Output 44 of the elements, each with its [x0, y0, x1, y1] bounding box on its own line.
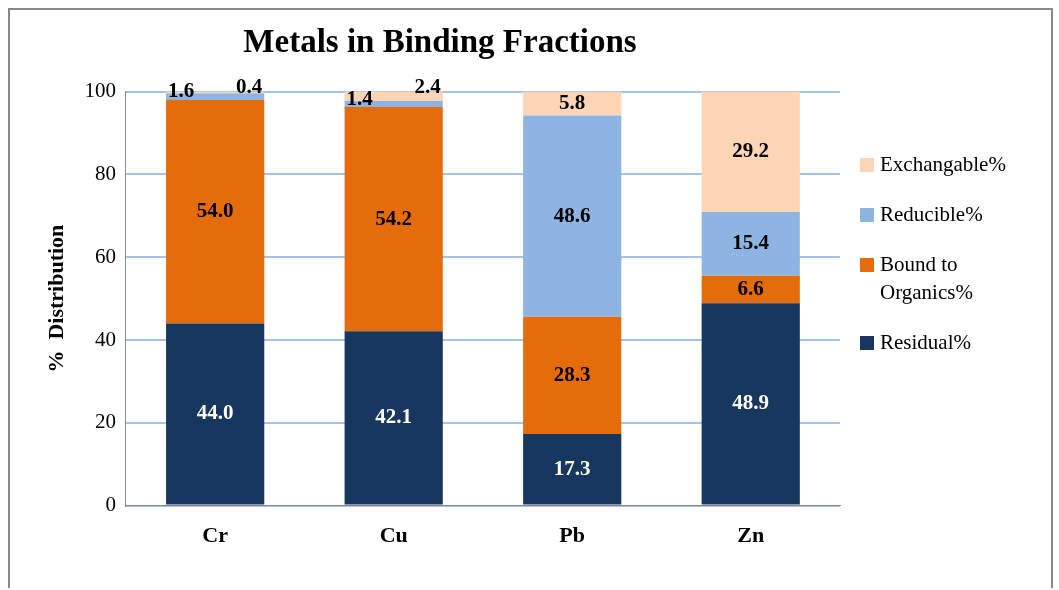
- data-label: 48.9: [732, 390, 770, 415]
- bar: [166, 99, 265, 324]
- data-label: 1.6: [168, 77, 195, 102]
- bar: [701, 212, 800, 276]
- x-tick-label: Cr: [202, 522, 229, 548]
- data-label: 5.8: [559, 90, 586, 115]
- x-tick-label: Pb: [559, 522, 586, 548]
- bar: [523, 433, 622, 505]
- y-axis-title: % Distribution: [42, 224, 68, 373]
- x-tick-label: Zn: [737, 522, 765, 548]
- y-tick-label: 40: [94, 326, 116, 351]
- y-tick-label: 100: [84, 78, 116, 103]
- data-label: 6.6: [737, 275, 764, 300]
- data-label: 1.4: [346, 85, 374, 110]
- bar: [344, 106, 443, 332]
- bar: [701, 303, 800, 505]
- y-tick-label: 0: [105, 492, 116, 517]
- data-label: 48.6: [553, 202, 591, 227]
- legend-label: Exchangable%: [880, 151, 1006, 178]
- data-label: 54.0: [196, 198, 234, 223]
- data-label: 42.1: [375, 404, 413, 429]
- y-tick-label: 20: [94, 409, 116, 434]
- legend-label: Residual%: [880, 329, 971, 356]
- y-tick-label: 80: [94, 160, 116, 185]
- bar: [701, 91, 800, 213]
- data-label: 28.3: [553, 361, 591, 386]
- bar: [523, 316, 622, 434]
- bar: [523, 115, 622, 317]
- bar: [701, 275, 800, 304]
- data-label: 17.3: [553, 455, 591, 480]
- y-tick-label: 60: [94, 243, 116, 268]
- bar: [523, 91, 622, 116]
- data-label: 15.4: [732, 230, 770, 255]
- legend-label: Reducible%: [880, 201, 983, 228]
- data-label: 2.4: [414, 73, 442, 98]
- data-label: 29.2: [732, 138, 770, 163]
- legend-label: Bound to Organics%: [880, 251, 974, 306]
- data-label: 54.2: [375, 205, 413, 230]
- bar: [344, 331, 443, 505]
- data-label: 44.0: [196, 400, 234, 425]
- bar: [166, 323, 265, 505]
- chart-title: Metals in Binding Fractions: [243, 23, 637, 60]
- data-label: 0.4: [236, 74, 263, 99]
- x-tick-label: Cu: [379, 522, 408, 548]
